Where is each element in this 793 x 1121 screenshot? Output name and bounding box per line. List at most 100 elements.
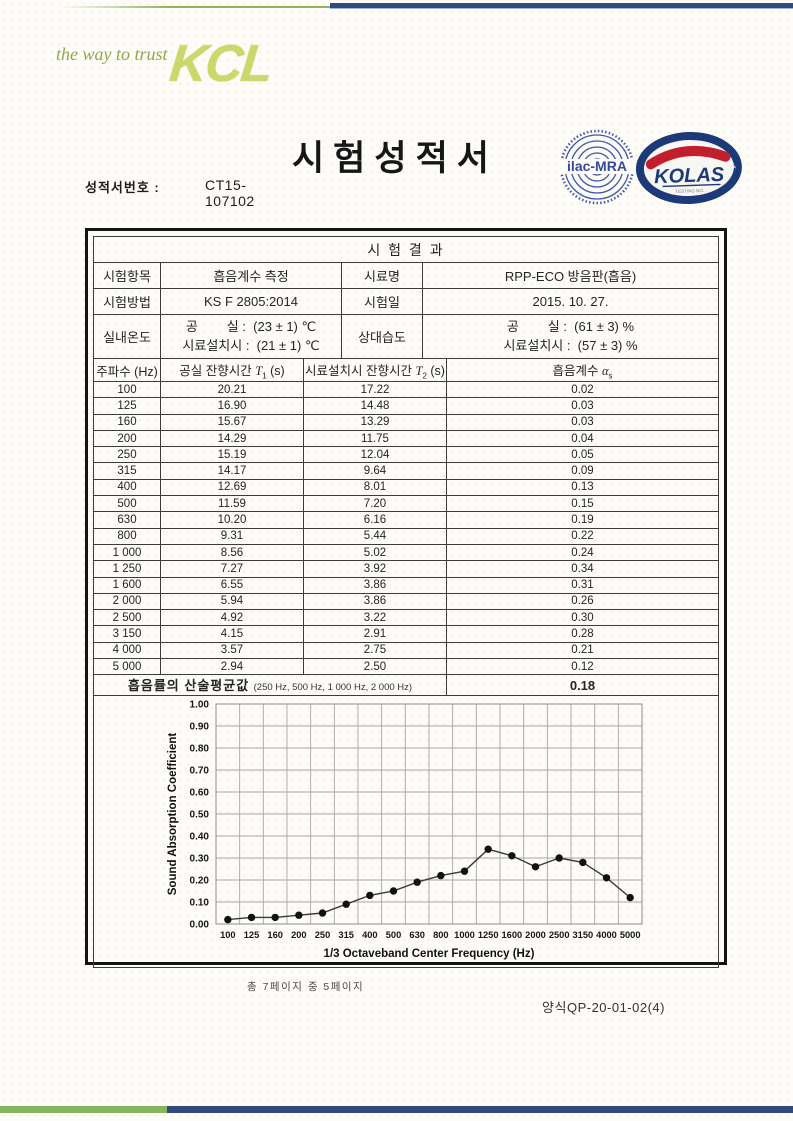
column-header-frequency: 주파수 (Hz) [93, 358, 161, 382]
svg-text:0.10: 0.10 [190, 898, 210, 909]
table-row: 1 600 6.55 3.86 0.31 [93, 576, 719, 594]
table-row: 흡음률의 산술평균값 (250 Hz, 500 Hz, 1 000 Hz, 2 … [93, 674, 719, 697]
svg-text:5000: 5000 [620, 930, 641, 940]
svg-text:4000: 4000 [596, 930, 617, 940]
average-label: 흡음률의 산술평균값 [127, 678, 250, 694]
info-label: 시험방법 [93, 288, 161, 315]
table-row: 200 14.29 11.75 0.04 [93, 429, 719, 448]
page-title: 시험성적서 [291, 139, 498, 178]
page-count-text: 총 7페이지 중 5페이지 [247, 981, 365, 993]
top-navy-bar [330, 3, 793, 9]
measurement-table: 주파수 (Hz) 공실 잔향시간 T1 (s) 시료설치시 잔향시간 T2 (s… [93, 358, 719, 676]
svg-text:160: 160 [267, 930, 283, 940]
table-row: 2 500 4.92 3.22 0.30 [93, 609, 719, 627]
info-value: RPP-ECO 방음판(흡음) [422, 262, 719, 289]
svg-text:800: 800 [433, 930, 449, 940]
svg-text:250: 250 [315, 930, 331, 940]
average-note: (250 Hz, 500 Hz, 1 000 Hz, 2 000 Hz) [253, 682, 413, 694]
table-row: 400 12.69 8.01 0.13 [93, 478, 719, 497]
kolas-sub-text: TESTING NO. [675, 188, 704, 194]
kolas-stamp: KOREA LABORATORY ACCREDITATION SCHEME KO… [630, 124, 746, 213]
svg-text:315: 315 [338, 930, 354, 940]
svg-text:1/3 Octaveband Center Frequenc: 1/3 Octaveband Center Frequency (Hz) [324, 948, 535, 960]
table-row: 125 16.90 14.48 0.03 [93, 397, 719, 415]
svg-text:200: 200 [291, 930, 307, 940]
table-row: 800 9.31 5.44 0.22 [93, 527, 719, 545]
svg-text:2500: 2500 [549, 930, 570, 940]
svg-text:400: 400 [362, 930, 378, 940]
section-title-table: 시 험 결 과 [93, 236, 719, 263]
column-header-t2: 시료설치시 잔향시간 T2 (s) [303, 358, 447, 382]
report-number-label: 성적서번호 : [85, 180, 160, 195]
table-row: 500 11.59 7.20 0.15 [93, 495, 719, 513]
svg-text:0.60: 0.60 [190, 788, 210, 799]
kolas-stamp-icon: KOREA LABORATORY ACCREDITATION SCHEME KO… [630, 124, 742, 205]
chart-cell: 0.00 0.10 0.20 0.30 0.40 0.50 0.60 0.70 0.80 0.90… [93, 695, 719, 969]
table-row: 3 150 4.15 2.91 0.28 [93, 625, 719, 643]
info-value: 공 실 : (61 ± 3) % 시료설치시 : (57 ± 3) % [422, 314, 719, 359]
test-info-table: 시험항목 흡음계수 측정 시료명 RPP-ECO 방음판(흡음) 시험방법 KS… [93, 262, 719, 359]
table-row: 시험방법 KS F 2805:2014 시험일 2015. 10. 27. [93, 288, 719, 315]
test-result-table: 시 험 결 과 시험항목 흡음계수 측정 시료명 RPP-ECO 방음판(흡음)… [85, 228, 727, 969]
info-value: 공 실 : (23 ± 1) ℃ 시료설치시 : (21 ± 1) ℃ [160, 314, 342, 359]
info-value: 2015. 10. 27. [422, 288, 719, 315]
average-row-table: 흡음률의 산술평균값 (250 Hz, 500 Hz, 1 000 Hz, 2 … [93, 674, 719, 697]
measurement-header-row: 주파수 (Hz) 공실 잔향시간 T1 (s) 시료설치시 잔향시간 T2 (s… [93, 358, 719, 382]
info-value: 흡음계수 측정 [160, 262, 342, 289]
svg-text:500: 500 [386, 930, 402, 940]
info-label: 시험일 [341, 288, 423, 315]
ilac-mra-stamp: ilac-MRA [558, 128, 636, 211]
svg-text:1250: 1250 [478, 930, 499, 940]
table-row: 2 000 5.94 3.86 0.26 [93, 592, 719, 611]
average-value: 0.18 [446, 674, 719, 697]
svg-text:630: 630 [409, 930, 425, 940]
table-row: 4 000 3.57 2.75 0.21 [93, 641, 719, 660]
svg-text:ilac-MRA: ilac-MRA [567, 158, 627, 174]
svg-text:0.20: 0.20 [190, 876, 210, 887]
report-number-row: 성적서번호 : CT15-107102 [85, 177, 254, 209]
kcl-logo: KCL [166, 35, 274, 93]
info-label: 시료명 [341, 262, 423, 289]
info-value: KS F 2805:2014 [160, 288, 342, 315]
info-label: 실내온도 [93, 314, 161, 359]
svg-text:1.00: 1.00 [190, 700, 210, 711]
svg-text:0.00: 0.00 [190, 920, 210, 931]
svg-text:0.70: 0.70 [190, 766, 210, 777]
svg-text:0.50: 0.50 [190, 810, 210, 821]
svg-text:0.40: 0.40 [190, 832, 210, 843]
svg-text:100: 100 [220, 930, 236, 940]
column-header-alpha: 흡음계수 αs [446, 358, 719, 382]
svg-text:1000: 1000 [454, 930, 475, 940]
svg-text:0.30: 0.30 [190, 854, 210, 865]
table-row: 250 15.19 12.04 0.05 [93, 446, 719, 464]
svg-text:1600: 1600 [501, 930, 522, 940]
report-number-value: CT15-107102 [205, 177, 255, 209]
data-rows: 100 20.21 17.22 0.02 125 16.90 14.48 0.03 160 15.… [93, 380, 719, 676]
absorption-chart: 0.00 0.10 0.20 0.30 0.40 0.50 0.60 0.70 0.80 0.90… [167, 700, 643, 960]
ilac-mra-stamp-icon: ilac-MRA [558, 129, 636, 205]
table-row: 1 250 7.27 3.92 0.34 [93, 560, 719, 578]
bottom-green-bar [0, 1106, 167, 1113]
table-row: 100 20.21 17.22 0.02 [93, 380, 719, 399]
table-row: 실내온도 공 실 : (23 ± 1) ℃ 시료설치시 : (21 ± 1) ℃… [93, 314, 719, 359]
table-row: 630 10.20 6.16 0.19 [93, 511, 719, 529]
svg-text:2000: 2000 [525, 930, 546, 940]
form-number-text: 양식QP-20-01-02(4) [542, 1000, 665, 1015]
column-header-t1: 공실 잔향시간 T1 (s) [160, 358, 304, 382]
svg-text:125: 125 [244, 930, 260, 940]
svg-text:Sound Absorption Coefficient: Sound Absorption Coefficient [167, 733, 179, 896]
svg-text:0.80: 0.80 [190, 744, 210, 755]
info-label: 시험항목 [93, 262, 161, 289]
table-row: 1 000 8.56 5.02 0.24 [93, 543, 719, 562]
table-row: 5 000 2.94 2.50 0.12 [93, 658, 719, 676]
svg-text:3150: 3150 [572, 930, 593, 940]
logo-tagline: the way to trust [56, 44, 168, 64]
table-row: 315 14.17 9.64 0.09 [93, 462, 719, 480]
svg-text:0.90: 0.90 [190, 722, 210, 733]
info-label: 상대습도 [341, 314, 423, 359]
section-title: 시 험 결 과 [93, 236, 719, 263]
table-row: 160 15.67 13.29 0.03 [93, 413, 719, 431]
bottom-navy-bar [167, 1106, 793, 1113]
table-row: 시험항목 흡음계수 측정 시료명 RPP-ECO 방음판(흡음) [93, 262, 719, 289]
